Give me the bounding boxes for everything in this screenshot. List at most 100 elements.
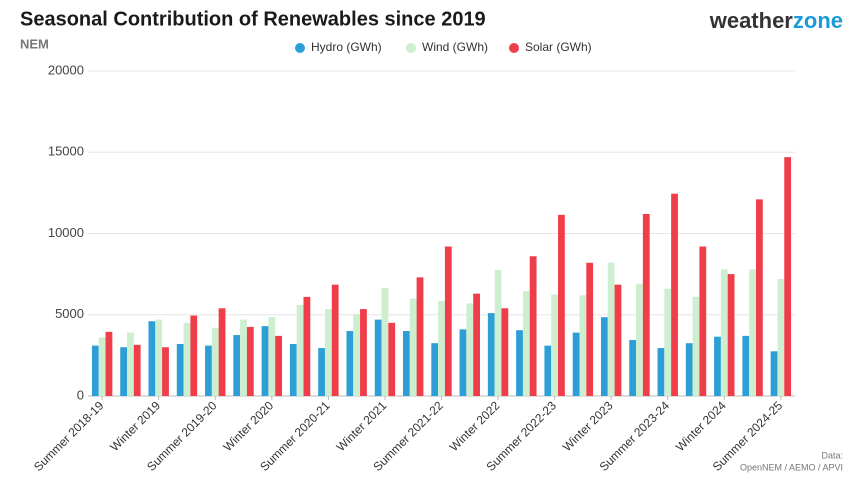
bar (360, 309, 367, 396)
x-tick-label: Winter 2020 (221, 398, 277, 454)
bar (120, 347, 128, 396)
bar (105, 331, 113, 396)
bar (699, 246, 707, 396)
bar (246, 326, 254, 396)
bar (190, 315, 198, 396)
logo: weatherzone (709, 8, 843, 33)
bar (183, 322, 191, 396)
bar (176, 344, 184, 396)
bar (205, 345, 212, 396)
bar (431, 343, 439, 396)
bar (636, 283, 643, 396)
bar (444, 246, 452, 396)
x-tick-label: Winter 2023 (560, 398, 616, 454)
bar (551, 294, 559, 396)
bar (459, 329, 467, 396)
y-tick-label: 0 (77, 387, 84, 402)
bar (671, 193, 678, 396)
x-tick-label: Winter 2022 (447, 398, 503, 454)
bar (600, 317, 608, 396)
bar (607, 262, 615, 396)
bar (742, 335, 750, 396)
bar (331, 284, 339, 396)
legend-label: Hydro (GWh) (311, 40, 382, 54)
legend-marker (509, 43, 519, 53)
bar (579, 295, 587, 396)
x-tick-label: Summer 2018-19 (31, 398, 107, 474)
bar (494, 270, 502, 396)
bar (318, 348, 325, 396)
x-tick-label: Winter 2021 (334, 398, 390, 454)
bar (522, 291, 530, 396)
bar (240, 319, 247, 396)
bar (720, 269, 728, 396)
y-tick-label: 15000 (48, 144, 84, 159)
bar (296, 305, 304, 396)
bar (487, 313, 495, 396)
bar (403, 331, 410, 396)
bar (162, 347, 169, 396)
bar (381, 287, 389, 396)
bar (261, 326, 269, 396)
bar (516, 330, 523, 396)
bar (353, 313, 361, 396)
bar (466, 303, 474, 396)
bar (438, 300, 445, 396)
bar (91, 345, 99, 396)
bar (268, 317, 276, 396)
bar (346, 331, 354, 396)
bar (324, 309, 332, 396)
bar (770, 351, 778, 396)
bar (289, 344, 297, 396)
bar (749, 269, 756, 396)
bar (714, 336, 721, 396)
bar (692, 296, 700, 396)
bar (544, 345, 552, 396)
bar (558, 214, 565, 396)
legend-marker (406, 43, 416, 53)
bar (388, 322, 396, 396)
bar (275, 335, 283, 396)
bar (614, 284, 622, 396)
legend-marker (295, 43, 305, 53)
x-tick-label: Winter 2024 (673, 398, 729, 454)
bar (98, 337, 106, 396)
source-title: Data: (821, 450, 843, 460)
bar (784, 157, 792, 396)
chart-subtitle: NEM (20, 36, 49, 51)
bar (127, 332, 134, 396)
y-tick-label: 10000 (48, 225, 84, 240)
bar (374, 319, 382, 396)
y-tick-label: 5000 (55, 306, 84, 321)
bar (233, 335, 241, 396)
bar (664, 288, 672, 396)
bar (501, 308, 509, 396)
bar (409, 298, 417, 396)
bar (529, 256, 537, 396)
logo-part: weather (709, 8, 794, 33)
logo-part: zone (793, 8, 843, 33)
bar (755, 199, 763, 396)
bar (218, 308, 226, 396)
bar (572, 332, 580, 396)
source: OpenNEM / AEMO / APVI (740, 462, 843, 472)
bar (642, 214, 650, 396)
bar (777, 279, 785, 396)
legend-label: Solar (GWh) (525, 40, 592, 54)
bar (303, 296, 311, 396)
x-tick-label: Winter 2019 (107, 398, 163, 454)
bar (133, 344, 141, 396)
bar (629, 339, 637, 396)
bar (155, 319, 163, 396)
bar (211, 327, 219, 396)
bar (657, 348, 665, 396)
bar (685, 343, 693, 396)
y-tick-label: 20000 (48, 62, 84, 77)
legend-label: Wind (GWh) (422, 40, 488, 54)
chart-title: Seasonal Contribution of Renewables sinc… (20, 8, 486, 30)
bar (416, 277, 424, 396)
bar (148, 321, 156, 396)
bar (727, 274, 735, 396)
bar (473, 293, 480, 396)
